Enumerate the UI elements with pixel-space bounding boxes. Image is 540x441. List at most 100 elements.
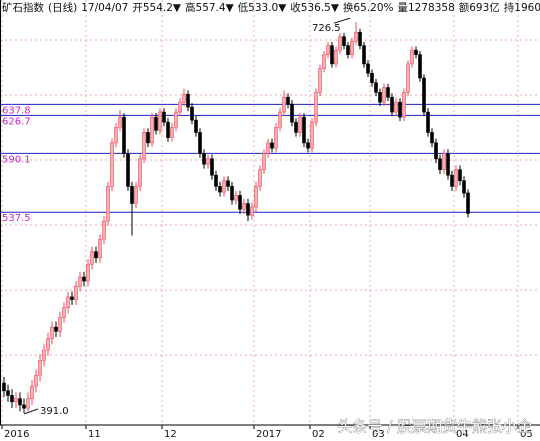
candle (342, 33, 346, 50)
candle (218, 181, 222, 197)
x-tick-label: 04 (456, 429, 469, 440)
candle-body (274, 126, 278, 149)
candle-body (186, 94, 190, 108)
annotation-leader (23, 408, 39, 415)
candle (254, 181, 258, 212)
annotation: 726.5 (312, 23, 341, 34)
candle (242, 198, 246, 215)
candle (234, 190, 238, 205)
candle (290, 100, 294, 127)
candle-body (134, 186, 138, 204)
candle (378, 88, 382, 107)
candle (370, 69, 374, 87)
candle-body (442, 153, 446, 171)
candle-body (378, 92, 382, 103)
candle (66, 291, 70, 314)
candle-body (194, 119, 198, 133)
candle (46, 332, 50, 356)
candle (354, 22, 358, 45)
candle (186, 90, 190, 112)
candle (214, 170, 218, 191)
candle-body (182, 94, 186, 103)
header-item: 开554.2▼ (132, 2, 182, 14)
candle (158, 108, 162, 135)
candle (330, 42, 334, 68)
candle-body (358, 31, 362, 46)
candle-body (226, 180, 230, 187)
candle-body (394, 101, 398, 113)
candle (90, 246, 94, 270)
candle (318, 64, 322, 97)
candle-body (86, 263, 90, 282)
candle-body (118, 116, 122, 128)
candle (206, 154, 210, 169)
candle-body (98, 238, 102, 259)
candle-body (458, 169, 462, 182)
candle (114, 123, 118, 148)
candle-body (238, 195, 242, 210)
candle-body (94, 251, 98, 259)
candle (2, 376, 6, 398)
candle-body (202, 153, 206, 165)
candle (274, 123, 278, 153)
candle-body (374, 82, 378, 93)
candle-body (322, 54, 326, 69)
candle (110, 138, 114, 191)
candle-body (318, 68, 322, 93)
candle-body (270, 142, 274, 149)
candle-body (406, 63, 410, 93)
candle (414, 46, 418, 59)
annotation: 391.0 (40, 406, 69, 417)
candle-body (454, 169, 458, 187)
candle (466, 189, 470, 218)
candle-body (214, 174, 218, 187)
candle-body (54, 326, 58, 332)
candle-body (282, 96, 286, 113)
candle (14, 392, 18, 409)
candle-body (290, 103, 294, 123)
candle (358, 28, 362, 50)
candle (430, 128, 434, 148)
watermark: 头条号 / 股票期货牛熊张小企 (337, 418, 532, 436)
candle-body (366, 63, 370, 74)
level-label: 637.8 (2, 105, 31, 116)
candle-body (82, 276, 86, 282)
candle-body (402, 92, 406, 118)
candle (62, 302, 66, 323)
candle-body (122, 116, 126, 154)
level-label: 626.7 (2, 116, 31, 127)
candle-body (110, 142, 114, 187)
candle (374, 78, 378, 97)
candle-body (58, 317, 62, 332)
candle (166, 118, 170, 142)
candle-body (26, 398, 30, 409)
candle (426, 108, 430, 137)
candle (134, 181, 138, 209)
candle-body (434, 142, 438, 160)
candle (182, 88, 186, 107)
candle-body (34, 375, 38, 387)
candle (346, 42, 350, 59)
candle (70, 291, 74, 305)
candle (238, 190, 242, 215)
candle-body (466, 192, 470, 214)
candle-body (142, 132, 146, 160)
candle-body (414, 49, 418, 56)
candle (350, 37, 354, 59)
candle (398, 98, 402, 122)
candle-body (266, 142, 270, 154)
candle-body (326, 45, 330, 56)
candle (18, 392, 22, 412)
candle-body (350, 40, 354, 56)
candle (334, 46, 338, 68)
candle-body (210, 158, 214, 176)
candle (98, 234, 102, 263)
candle-body (22, 404, 26, 409)
candle (442, 149, 446, 175)
candle-body (314, 92, 318, 123)
candle-body (446, 153, 450, 176)
candle-body (166, 121, 170, 138)
candle-body (150, 116, 154, 144)
candle (130, 181, 134, 236)
candle (138, 154, 142, 191)
